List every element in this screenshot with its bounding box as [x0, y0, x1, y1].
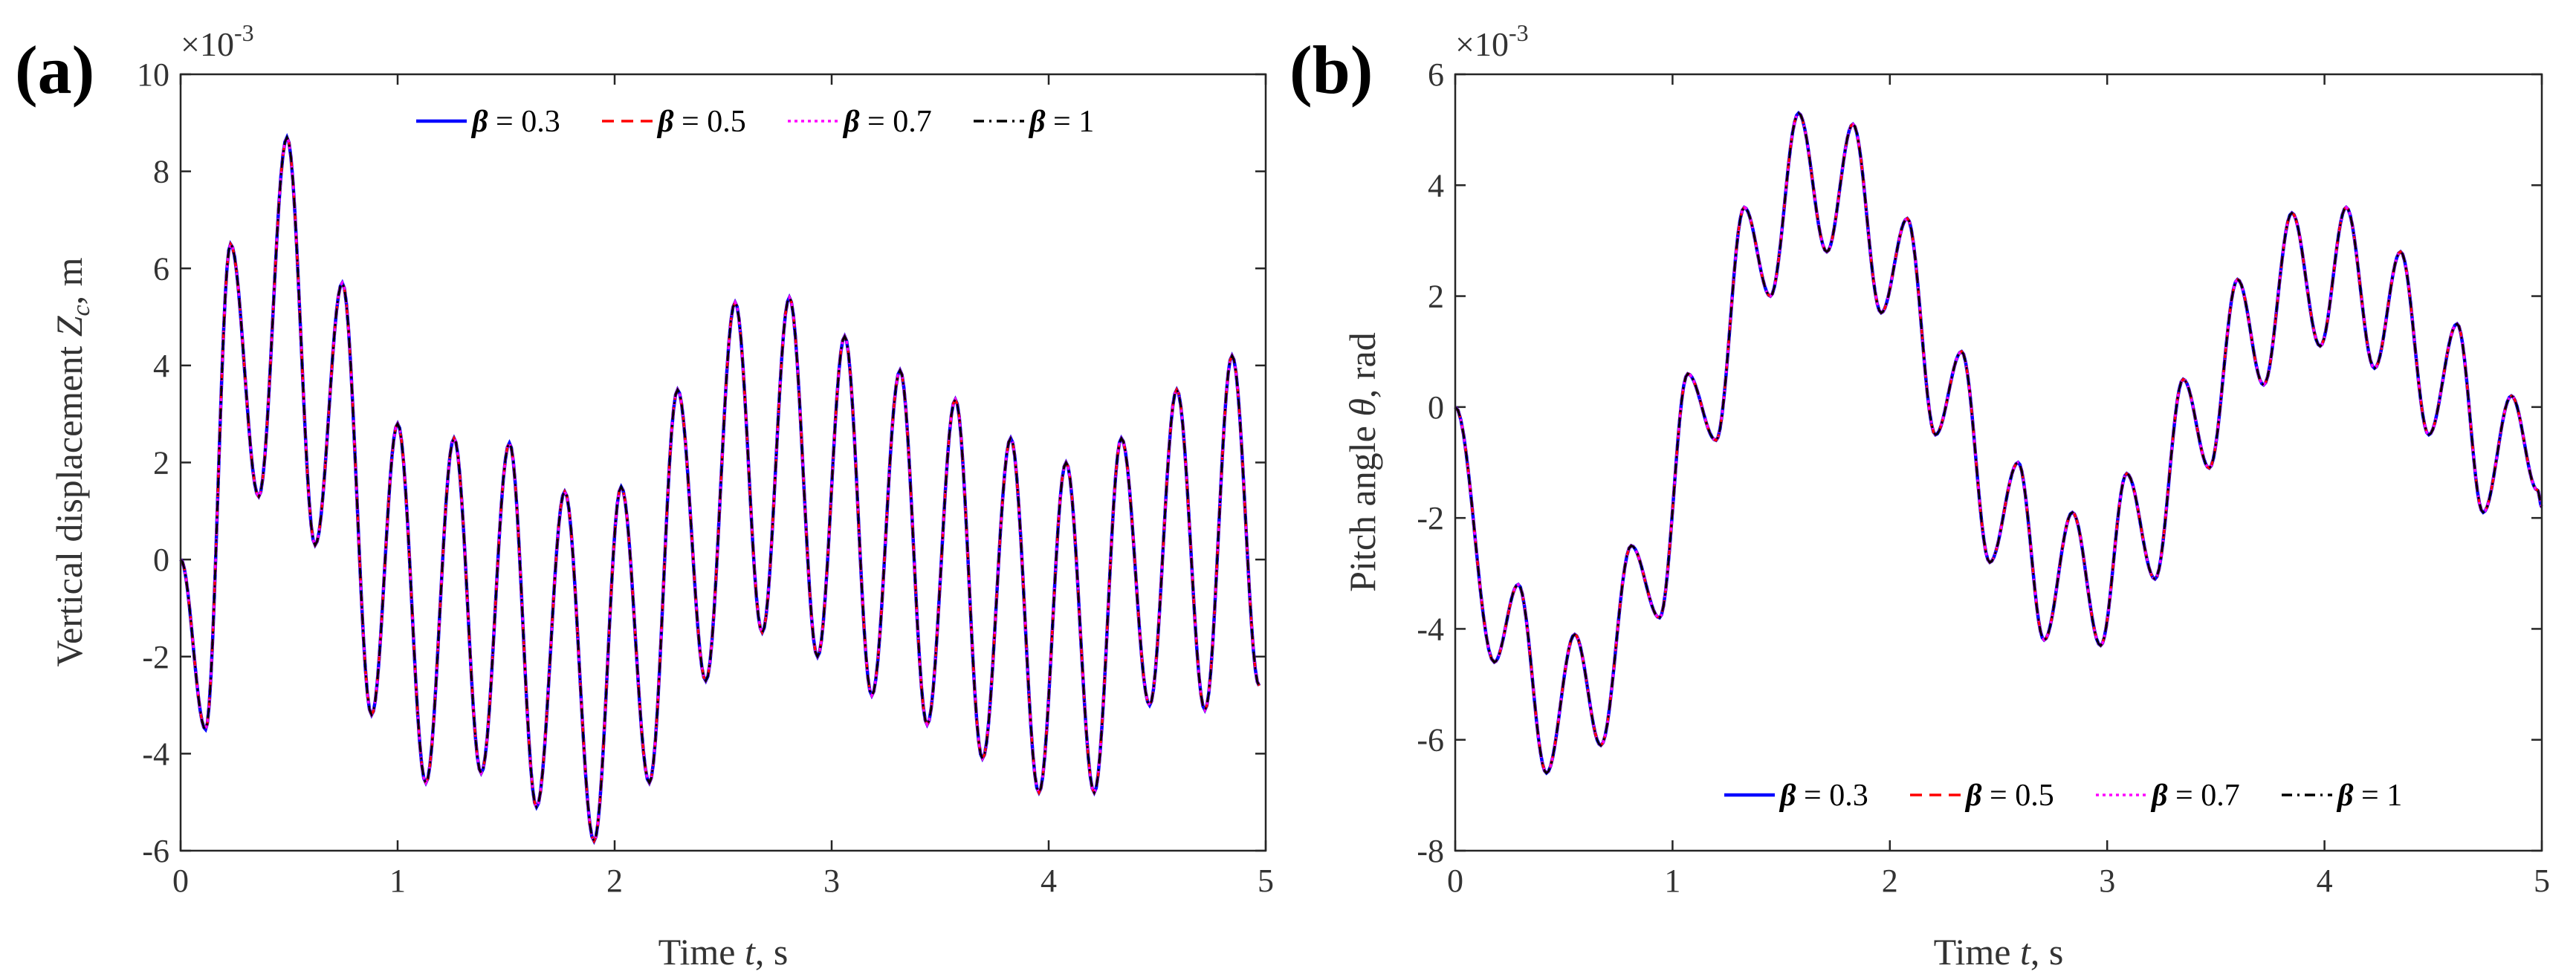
x-tick-label: 5 — [2534, 863, 2550, 899]
panel-a-xlabel: Time t, s — [658, 931, 789, 973]
panel-b-series — [1454, 111, 2543, 776]
panel-b-ylabel: Pitch angle θ, rad — [1342, 332, 1383, 591]
x-tick-label: 2 — [606, 863, 623, 899]
panel-a-series — [179, 133, 1261, 845]
series-line-beta-0.7 — [179, 134, 1261, 845]
x-tick-label: 1 — [389, 863, 406, 899]
legend-entry: β = 0.3 — [1779, 779, 1868, 813]
x-tick-label: 0 — [172, 863, 189, 899]
legend-entry: β = 0.7 — [2150, 779, 2240, 813]
panel-a: (a) ×10-3 0 1 2 3 4 5 -6 -4 -2 0 2 4 6 8 10 Vertical d… — [15, 19, 1274, 973]
y-tick-label: 4 — [1428, 167, 1444, 204]
panel-b-label: (b) — [1289, 32, 1373, 108]
y-tick-label: -4 — [1417, 611, 1444, 647]
legend-entry: β = 0.3 — [470, 105, 560, 139]
panel-b-legend: β = 0.3 β = 0.5 β = 0.7 β = 1 — [1724, 779, 2402, 813]
panel-a-axes-frame — [179, 73, 1267, 852]
y-tick-label: 4 — [153, 348, 169, 384]
y-tick-label: -6 — [1417, 722, 1444, 759]
series-line-beta-0.7 — [1454, 111, 2543, 775]
y-tick-label: 10 — [137, 56, 169, 93]
x-tick-label: 3 — [823, 863, 840, 899]
y-tick-label: 6 — [153, 250, 169, 287]
panel-a-label: (a) — [15, 32, 94, 108]
panel-a-ylabel: Vertical displacement Zc, m — [48, 257, 95, 666]
x-tick-label: 4 — [1041, 863, 1057, 899]
y-tick-label: -6 — [142, 833, 169, 869]
y-tick-label: -2 — [142, 639, 169, 675]
x-tick-label: 0 — [1447, 863, 1463, 899]
series-line-beta-0.5 — [1454, 111, 2543, 775]
legend-entry: β = 1 — [1028, 105, 1094, 139]
x-tick-label: 4 — [2317, 863, 2333, 899]
y-tick-label: -2 — [1417, 500, 1444, 536]
x-tick-label: 2 — [1882, 863, 1898, 899]
y-tick-label: 2 — [1428, 279, 1444, 315]
y-tick-label: -4 — [142, 736, 169, 772]
series-line-beta-1 — [179, 134, 1261, 844]
x-tick-label: 1 — [1664, 863, 1680, 899]
x-tick-label: 3 — [2099, 863, 2115, 899]
panel-b-axes-frame — [1454, 73, 2543, 852]
panel-b-exponent: ×10-3 — [1455, 19, 1529, 63]
panel-b: (b) ×10-3 0 1 2 3 4 5 -8 -6 -4 -2 0 2 4 6 Pitch angle… — [1289, 19, 2550, 973]
y-tick-label: 8 — [153, 154, 169, 190]
panel-a-legend: β = 0.3 β = 0.5 β = 0.7 β = 1 — [416, 105, 1094, 139]
x-tick-label: 5 — [1258, 863, 1274, 899]
y-tick-label: 6 — [1428, 56, 1444, 93]
y-tick-label: 0 — [153, 542, 169, 578]
y-tick-label: -8 — [1417, 833, 1444, 869]
panel-a-exponent: ×10-3 — [181, 19, 254, 63]
y-tick-label: 2 — [153, 445, 169, 481]
series-line-beta-0.3 — [1454, 111, 2543, 776]
legend-entry: β = 0.5 — [1964, 779, 2054, 813]
y-tick-label: 0 — [1428, 389, 1444, 426]
legend-entry: β = 0.5 — [656, 105, 746, 139]
legend-entry: β = 0.7 — [842, 105, 932, 139]
panel-b-xlabel: Time t, s — [1934, 931, 2064, 973]
series-line-beta-1 — [1454, 111, 2543, 775]
legend-entry: β = 1 — [2336, 779, 2402, 813]
panel-b-gridlines: 0 1 2 3 4 5 -8 -6 -4 -2 0 2 4 6 — [1417, 56, 2550, 899]
